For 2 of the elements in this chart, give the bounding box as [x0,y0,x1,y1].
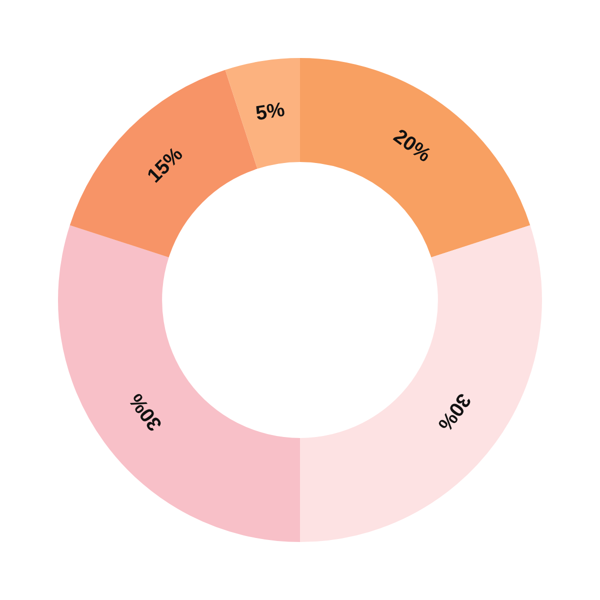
data-label: 20% [389,125,435,167]
data-label: 5% [254,98,286,126]
